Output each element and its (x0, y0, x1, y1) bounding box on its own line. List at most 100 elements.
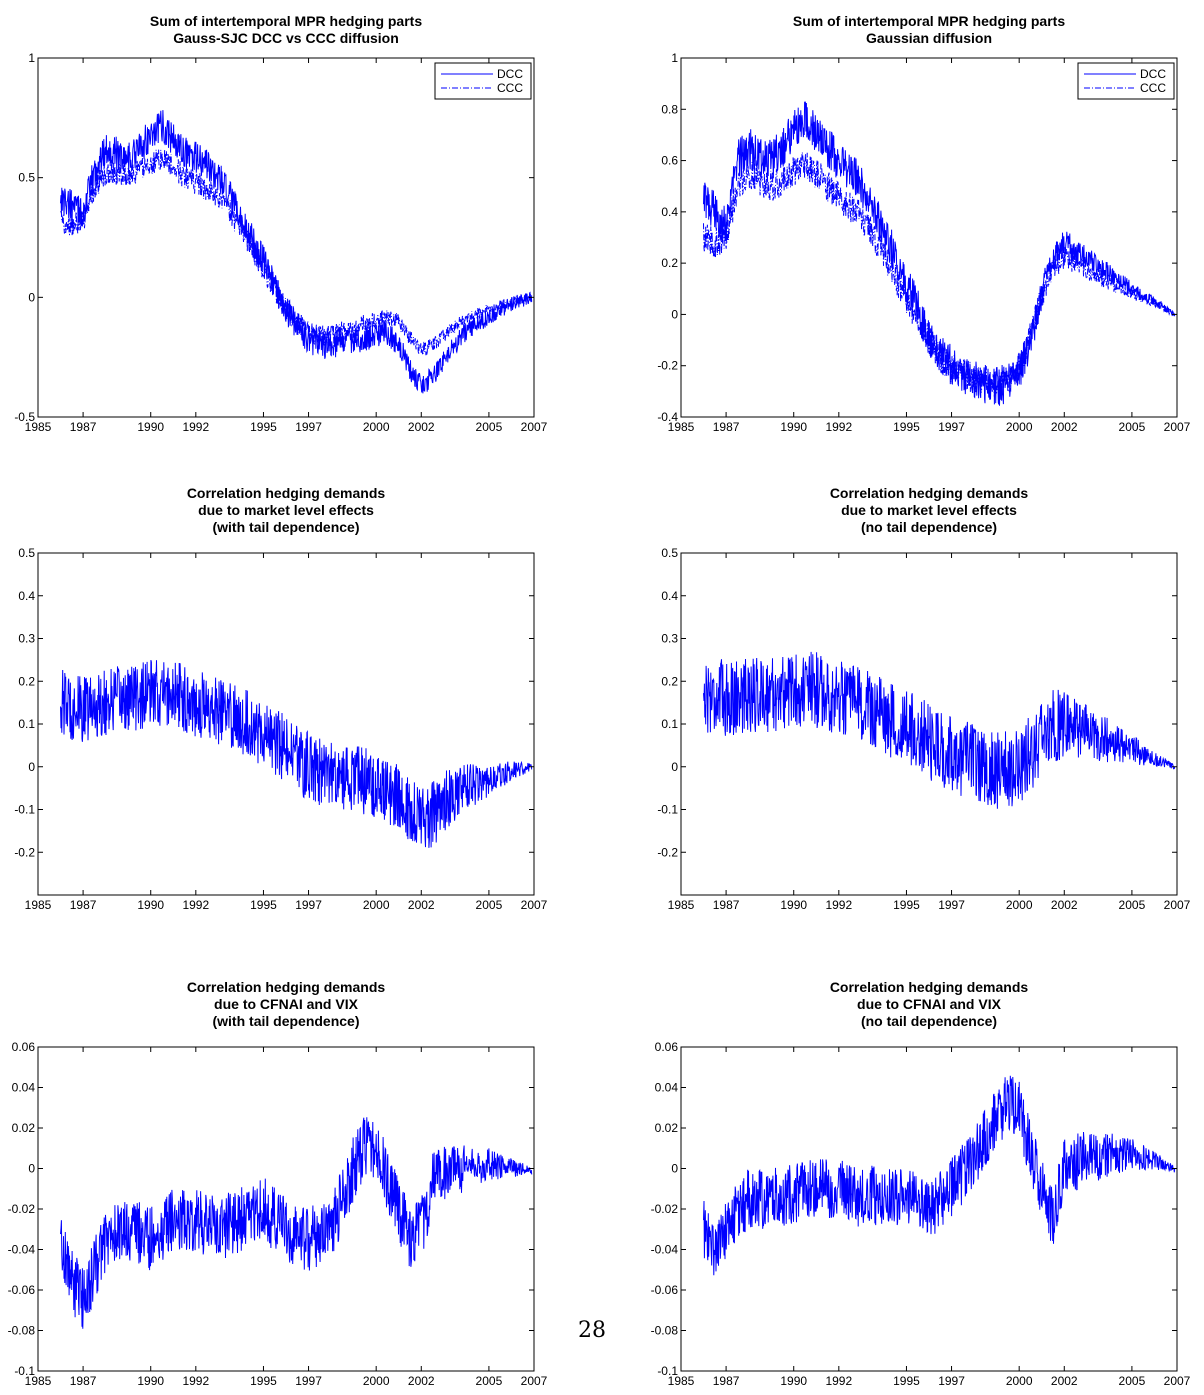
x-tick-label: 2002 (1051, 420, 1078, 434)
y-tick-label: -0.02 (8, 1202, 36, 1216)
y-tick-label: 0.4 (661, 205, 678, 219)
x-tick-label: 2007 (521, 420, 548, 434)
chart-title-line: Gauss-SJC DCC vs CCC diffusion (173, 30, 399, 46)
x-tick-label: 1995 (250, 898, 277, 912)
x-tick-label: 1992 (182, 898, 209, 912)
y-tick-label: 0.4 (661, 589, 678, 603)
y-tick-label: -0.5 (14, 410, 35, 424)
y-tick-label: 0.04 (12, 1081, 36, 1095)
y-tick-label: 0.04 (655, 1081, 679, 1095)
series-line (60, 1117, 533, 1329)
x-tick-label: 1990 (780, 420, 807, 434)
y-tick-label: 0.06 (12, 1040, 36, 1054)
chart-title-line: Correlation hedging demands (830, 979, 1029, 995)
x-tick-label: 1997 (938, 1374, 965, 1388)
legend-box (1077, 62, 1175, 100)
x-tick-label: 1990 (137, 898, 164, 912)
x-tick-label: 2007 (521, 898, 548, 912)
y-tick-label: 0.5 (661, 546, 678, 560)
y-tick-label: 0.1 (18, 717, 35, 731)
x-tick-label: 1997 (938, 420, 965, 434)
chart-panel-2: Sum of intertemporal MPR hedging partsGa… (657, 13, 1190, 434)
x-tick-label: 1985 (25, 898, 52, 912)
x-tick-label: 2005 (476, 898, 503, 912)
y-tick-label: 0.4 (18, 589, 35, 603)
y-tick-label: 0.5 (18, 171, 35, 185)
x-tick-label: 1992 (825, 420, 852, 434)
chart-title-line: Sum of intertemporal MPR hedging parts (150, 13, 422, 29)
y-tick-label: -0.4 (657, 410, 678, 424)
y-tick-label: 0.2 (661, 674, 678, 688)
y-tick-label: -0.06 (8, 1283, 36, 1297)
legend-label: DCC (497, 67, 523, 81)
chart-title-line: Sum of intertemporal MPR hedging parts (793, 13, 1065, 29)
chart-title-line: Correlation hedging demands (187, 485, 386, 501)
y-tick-label: 0 (671, 307, 678, 321)
chart-title-line: due to CFNAI and VIX (857, 996, 1002, 1012)
y-tick-label: 0 (28, 760, 35, 774)
axes-box (680, 57, 1178, 418)
x-tick-label: 2000 (1006, 1374, 1033, 1388)
x-tick-label: 1987 (713, 1374, 740, 1388)
x-tick-label: 1997 (295, 898, 322, 912)
x-tick-label: 1990 (137, 420, 164, 434)
y-tick-label: 1 (671, 51, 678, 65)
y-tick-label: 0.8 (661, 102, 678, 116)
y-tick-label: -0.1 (14, 1364, 35, 1378)
legend-label: CCC (497, 81, 523, 95)
x-tick-label: 2002 (408, 1374, 435, 1388)
series-line-ccc (60, 149, 533, 356)
chart-title-line: (with tail dependence) (212, 1013, 359, 1029)
series-line-dcc (703, 101, 1176, 406)
x-tick-label: 1985 (25, 420, 52, 434)
series-line (703, 1075, 1176, 1276)
y-tick-label: 0 (28, 1162, 35, 1176)
y-tick-label: -0.02 (651, 1202, 679, 1216)
series-line (703, 651, 1176, 809)
x-tick-label: 1995 (250, 1374, 277, 1388)
y-tick-label: 0 (28, 290, 35, 304)
x-tick-label: 1985 (668, 1374, 695, 1388)
y-tick-label: -0.06 (651, 1283, 679, 1297)
x-tick-label: 2007 (521, 1374, 548, 1388)
y-tick-label: -0.2 (657, 359, 678, 373)
chart-title-line: Correlation hedging demands (830, 485, 1029, 501)
x-tick-label: 1992 (825, 898, 852, 912)
legend-label: DCC (1140, 67, 1166, 81)
y-tick-label: -0.2 (657, 845, 678, 859)
series-line-dcc (60, 110, 533, 394)
x-tick-label: 1992 (182, 420, 209, 434)
x-tick-label: 2005 (476, 420, 503, 434)
chart-panel-1: Sum of intertemporal MPR hedging partsGa… (14, 13, 547, 434)
x-tick-label: 1997 (295, 420, 322, 434)
y-tick-label: -0.08 (8, 1324, 36, 1338)
x-tick-label: 1985 (25, 1374, 52, 1388)
y-tick-label: -0.1 (657, 1364, 678, 1378)
chart-title-line: (with tail dependence) (212, 519, 359, 535)
x-tick-label: 2002 (1051, 1374, 1078, 1388)
chart-title-line: due to market level effects (198, 502, 374, 518)
x-tick-label: 1990 (780, 898, 807, 912)
x-tick-label: 1990 (780, 1374, 807, 1388)
x-tick-label: 2007 (1164, 898, 1191, 912)
y-tick-label: -0.08 (651, 1324, 679, 1338)
x-tick-label: 1992 (182, 1374, 209, 1388)
x-tick-label: 2002 (408, 898, 435, 912)
y-tick-label: 0.06 (655, 1040, 679, 1054)
x-tick-label: 1985 (668, 420, 695, 434)
x-tick-label: 1987 (713, 898, 740, 912)
x-tick-label: 1997 (938, 898, 965, 912)
y-tick-label: -0.1 (657, 803, 678, 817)
x-tick-label: 2000 (1006, 420, 1033, 434)
y-tick-label: 0.6 (661, 154, 678, 168)
x-tick-label: 2007 (1164, 1374, 1191, 1388)
x-tick-label: 2007 (1164, 420, 1191, 434)
y-tick-label: 0.5 (18, 546, 35, 560)
x-tick-label: 1987 (70, 1374, 97, 1388)
axes-box (37, 552, 535, 896)
chart-title-line: due to CFNAI and VIX (214, 996, 359, 1012)
x-tick-label: 2000 (363, 898, 390, 912)
chart-title-line: (no tail dependence) (861, 1013, 997, 1029)
